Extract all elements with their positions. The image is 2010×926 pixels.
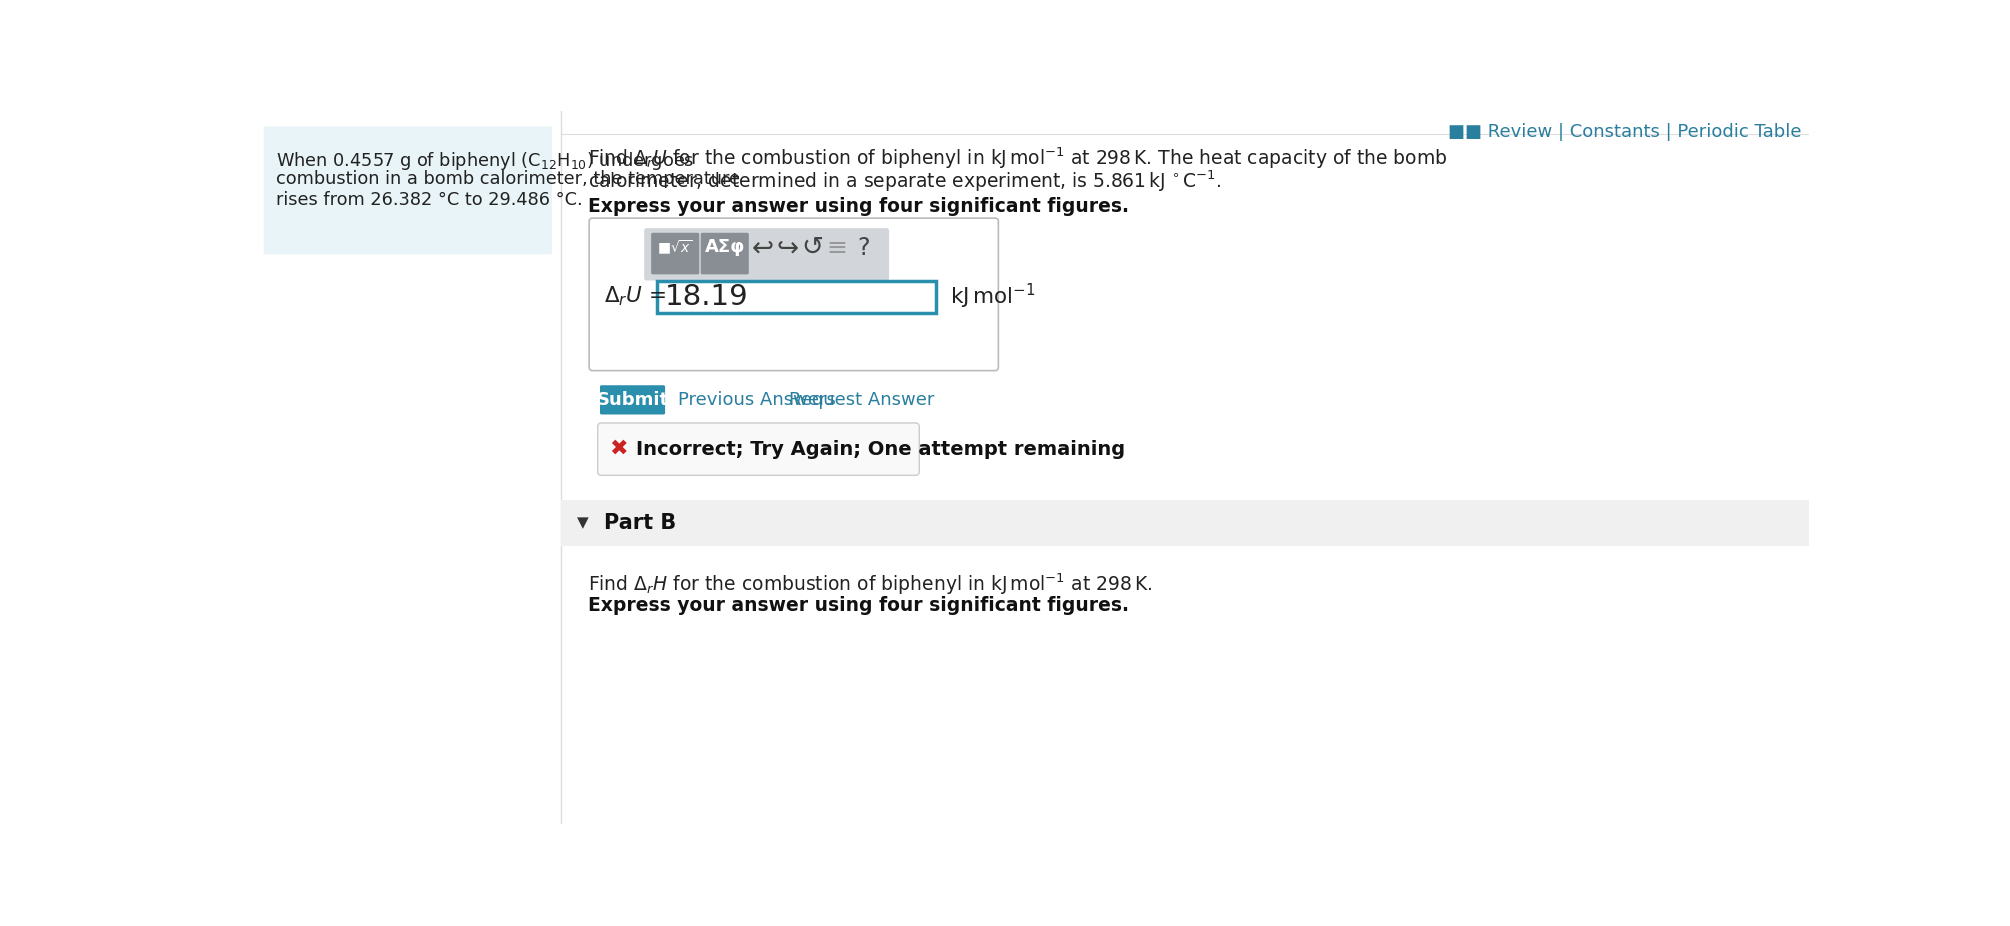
FancyBboxPatch shape xyxy=(263,127,553,255)
Text: ✖: ✖ xyxy=(609,439,627,459)
Text: $\blacksquare\sqrt{x}$: $\blacksquare\sqrt{x}$ xyxy=(657,238,693,257)
Text: ↪: ↪ xyxy=(776,235,798,261)
Text: ↺: ↺ xyxy=(802,235,824,261)
Text: $\Delta_r U$ =: $\Delta_r U$ = xyxy=(603,284,665,307)
Text: rises from 26.382 °C to 29.486 °C.: rises from 26.382 °C to 29.486 °C. xyxy=(275,191,583,209)
Text: Express your answer using four significant figures.: Express your answer using four significa… xyxy=(589,596,1130,615)
Text: AΣφ: AΣφ xyxy=(706,238,746,257)
Text: When 0.4557 g of biphenyl ($\mathregular{C_{12}H_{10}}$) undergoes: When 0.4557 g of biphenyl ($\mathregular… xyxy=(275,150,693,171)
Text: calorimeter, determined in a separate experiment, is 5.861$\,$kJ$\,^\circ$C$^{-1: calorimeter, determined in a separate ex… xyxy=(589,169,1222,194)
FancyBboxPatch shape xyxy=(597,423,919,475)
FancyBboxPatch shape xyxy=(643,228,888,281)
FancyBboxPatch shape xyxy=(601,385,665,415)
FancyBboxPatch shape xyxy=(701,232,750,274)
Text: ?: ? xyxy=(856,236,870,260)
Text: combustion in a bomb calorimeter, the temperature: combustion in a bomb calorimeter, the te… xyxy=(275,170,740,188)
Text: 18.19: 18.19 xyxy=(665,282,748,311)
Text: ▼: ▼ xyxy=(577,516,589,531)
Text: ≡: ≡ xyxy=(826,236,848,260)
Text: Submit: Submit xyxy=(597,391,669,409)
Bar xyxy=(561,500,1809,546)
Text: Find $\Delta_r H$ for the combustion of biphenyl in kJ$\,$mol$^{-1}$ at 298$\,$K: Find $\Delta_r H$ for the combustion of … xyxy=(589,571,1152,597)
FancyBboxPatch shape xyxy=(657,281,937,313)
FancyBboxPatch shape xyxy=(589,219,999,370)
Text: Express your answer using four significant figures.: Express your answer using four significa… xyxy=(589,197,1130,217)
Text: Incorrect; Try Again; One attempt remaining: Incorrect; Try Again; One attempt remain… xyxy=(637,440,1126,458)
Text: Previous Answers: Previous Answers xyxy=(677,391,836,409)
Text: Part B: Part B xyxy=(603,513,675,533)
Text: ↩: ↩ xyxy=(752,235,774,261)
Text: ■■ Review | Constants | Periodic Table: ■■ Review | Constants | Periodic Table xyxy=(1447,123,1801,142)
FancyBboxPatch shape xyxy=(651,232,699,274)
Text: Request Answer: Request Answer xyxy=(790,391,935,409)
Text: Find $\Delta_r U$ for the combustion of biphenyl in kJ$\,$mol$^{-1}$ at 298$\,$K: Find $\Delta_r U$ for the combustion of … xyxy=(589,145,1447,171)
Text: kJ$\,$mol$^{-1}$: kJ$\,$mol$^{-1}$ xyxy=(951,282,1035,311)
